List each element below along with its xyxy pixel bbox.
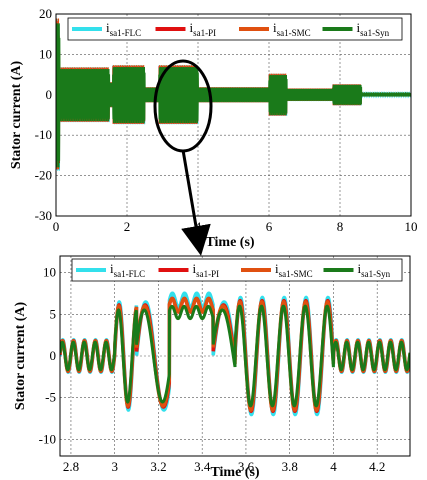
x-tick-label: 3.8 [282,459,298,474]
legend-entry: isa1-Syn [358,261,391,279]
legend-box [67,17,403,41]
x-tick-label: 3.2 [150,459,166,474]
zoom-x-axis-label: Time (s) [210,465,259,480]
y-tick-label: 10 [39,46,52,61]
zoom-y-axis-label: Stator current (A) [13,301,28,410]
x-tick-label: 4 [330,459,337,474]
y-tick-label: 20 [39,6,52,21]
main-x-axis-label: Time (s) [205,235,254,250]
legend-entry: isa1-FLC [106,20,141,38]
x-tick-label: 2 [124,219,131,234]
x-tick-label: 3.6 [238,459,255,474]
x-tick-label: 10 [405,219,418,234]
zoom-chart: 2.8 3 3.2 3.4 3.6 3.8 4 4.2 -10 -5 0 5 10 Time (s) S… [13,255,411,480]
legend-entry: isa1-SMC [273,20,311,38]
zoom-annotation [153,59,213,256]
zoom-series [60,291,410,417]
legend-entry: isa1-SMC [275,261,313,279]
zoom-legend: isa1-FLC isa1-PI isa1-SMC isa1-Syn [71,258,403,282]
zoom-arrow [181,149,211,256]
y-tick-label: 5 [50,306,57,321]
y-tick-label: -20 [35,168,52,183]
x-tick-label: 3 [111,459,118,474]
x-tick-label: 0 [53,219,60,234]
legend-entry: isa1-FLC [110,261,145,279]
legend-box [71,258,403,282]
main-plot-frame [55,13,412,217]
main-legend: isa1-FLC isa1-PI isa1-SMC isa1-Syn [67,17,403,41]
x-tick-label: 4.2 [369,459,385,474]
y-tick-label: 10 [43,265,56,280]
y-tick-label: -5 [45,390,56,405]
y-tick-label: -10 [35,127,52,142]
series-line [56,23,411,168]
main-series [56,18,411,171]
x-tick-label: 8 [337,219,344,234]
x-tick-label: 2.8 [63,459,79,474]
y-tick-label: -10 [39,431,56,446]
x-tick-label: 3.4 [194,459,211,474]
legend-entry: isa1-Syn [357,20,390,38]
y-tick-label: 0 [50,348,57,363]
series-line [60,304,410,408]
main-y-axis-label: Stator current (A) [9,60,24,169]
legend-entry: isa1-PI [190,20,217,38]
y-tick-label: 0 [46,87,53,102]
zoom-ticks: 2.8 3 3.2 3.4 3.6 3.8 4 4.2 -10 -5 0 5 10 [39,265,386,474]
y-tick-label: -30 [35,208,52,223]
zoom-plot-frame [59,255,411,457]
x-tick-label: 6 [266,219,273,234]
legend-entry: isa1-PI [193,261,220,279]
